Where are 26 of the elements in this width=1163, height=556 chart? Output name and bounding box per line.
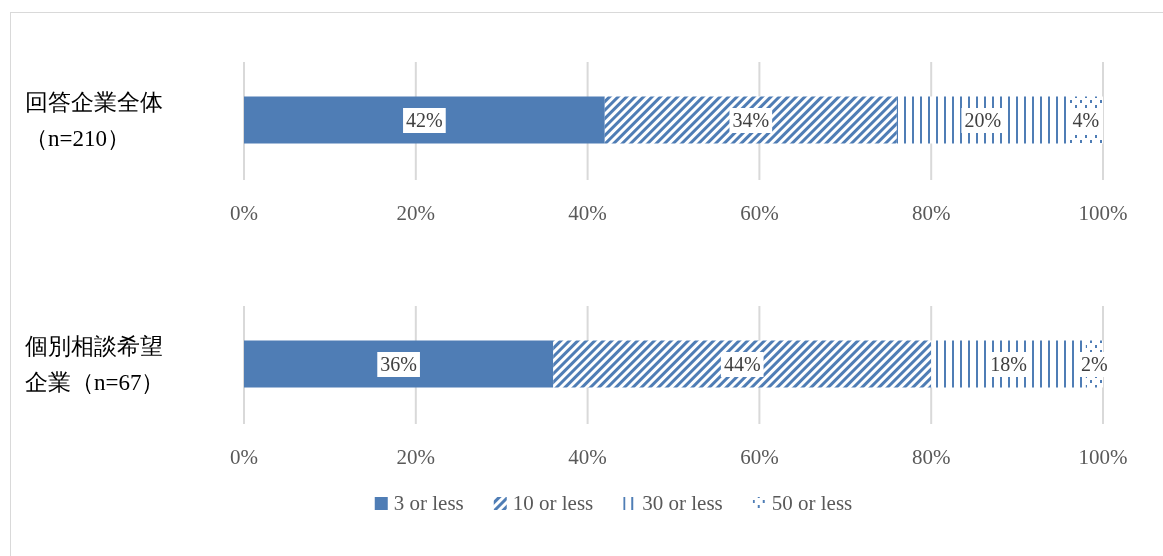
x-tick-label: 20%	[396, 445, 436, 469]
data-label: 42%	[406, 109, 443, 131]
x-tick-label: 0%	[230, 201, 258, 225]
x-tick-label: 80%	[911, 201, 951, 225]
x-tick-label: 60%	[740, 201, 779, 225]
data-label: 20%	[964, 109, 1002, 131]
data-label: 2%	[1081, 353, 1108, 375]
legend-label: 30 or less	[642, 491, 723, 515]
y-tick-label: 個別相談希望企業（n=67）	[25, 334, 165, 395]
data-label: 4%	[1072, 109, 1100, 131]
legend-label: 50 or less	[771, 491, 853, 515]
x-tick-label: 20%	[396, 201, 436, 225]
y-tick-label: 回答企業全体（n=210）	[25, 90, 163, 151]
x-tick-label: 80%	[911, 445, 951, 469]
x-tick-label: 40%	[568, 201, 607, 225]
legend-label: 3 or less	[393, 491, 464, 515]
x-tick-label: 60%	[740, 445, 779, 469]
x-tick-label: 100%	[1078, 445, 1128, 469]
x-tick-label: 0%	[230, 445, 258, 469]
data-label: 18%	[990, 353, 1027, 375]
data-label: 34%	[732, 109, 770, 131]
legend-label: 10 or less	[512, 491, 594, 515]
data-label: 44%	[723, 353, 761, 375]
x-tick-label: 40%	[568, 445, 607, 469]
data-label: 36%	[380, 353, 417, 375]
x-tick-label: 100%	[1078, 201, 1128, 225]
